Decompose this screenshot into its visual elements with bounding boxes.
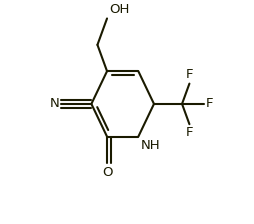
Text: F: F xyxy=(206,97,213,110)
Text: F: F xyxy=(186,69,193,82)
Text: N: N xyxy=(49,97,59,110)
Text: NH: NH xyxy=(140,139,160,152)
Text: F: F xyxy=(186,126,193,139)
Text: OH: OH xyxy=(109,3,130,16)
Text: O: O xyxy=(102,166,112,179)
